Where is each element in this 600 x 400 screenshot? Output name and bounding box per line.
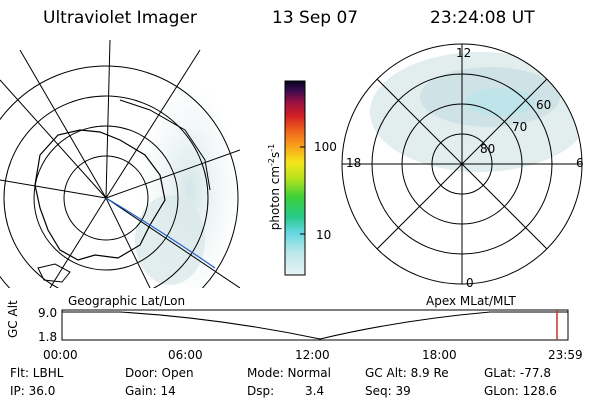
date-label: 13 Sep 07 [272,8,359,28]
status-dsp-value: 3.4 [305,384,325,398]
xtick-0000: 00:00 [43,348,78,362]
status-gain: Gain: 14 [125,384,176,398]
geographic-map [0,40,240,288]
unit-exp1: -2 [267,157,276,166]
timeline-plot [61,309,569,341]
mlt-label-12: 12 [456,46,472,60]
xtick-1200: 12:00 [295,348,330,362]
unit-s: s [268,151,282,158]
timeline-ytick-top: 9.0 [38,306,58,320]
antarctica-outline [34,129,166,261]
xtick-1800: 18:00 [422,348,457,362]
status-gc-alt: GC Alt: 8.9 Re [365,366,449,380]
status-door: Door: Open [125,366,194,380]
lat-label-80: 80 [480,142,496,156]
colorbar-tick-10: 10 [316,228,332,242]
timeline-axis-title: GC Alt [6,300,20,338]
status-dsp: Dsp: [247,384,275,398]
xtick-2359: 23:59 [548,348,583,362]
mlt-label-18: 18 [346,156,362,170]
satellite-track [105,197,216,269]
status-seq: Seq: 39 [365,384,411,398]
colorbar-unit-label: photon cm-2s-1 [267,127,282,247]
status-mode: Mode: Normal [247,366,331,380]
geographic-label: Geographic Lat/Lon [68,294,186,308]
status-glat: GLat: -77.8 [484,366,551,380]
timeline-ytick-bottom: 1.8 [38,330,58,344]
lat-label-70: 70 [512,120,528,134]
mlt-label-6: 6 [576,156,584,170]
xtick-0600: 06:00 [168,348,203,362]
apex-label: Apex MLat/MLT [426,294,516,308]
lat-label-60: 60 [536,98,552,112]
mlt-label-0: 0 [466,276,474,290]
status-filter: Flt: LBHL [10,366,64,380]
unit-base: photon cm [268,165,282,231]
colorbar-tick-100: 100 [314,140,337,154]
polar-plot [341,43,583,285]
instrument-title: Ultraviolet Imager [43,8,197,28]
colorbar [284,80,306,276]
altitude-curve [62,311,568,340]
unit-exp2: -1 [267,143,276,152]
status-glon: GLon: 128.6 [484,384,557,398]
time-label: 23:24:08 UT [430,8,535,28]
status-ip: IP: 36.0 [10,384,56,398]
